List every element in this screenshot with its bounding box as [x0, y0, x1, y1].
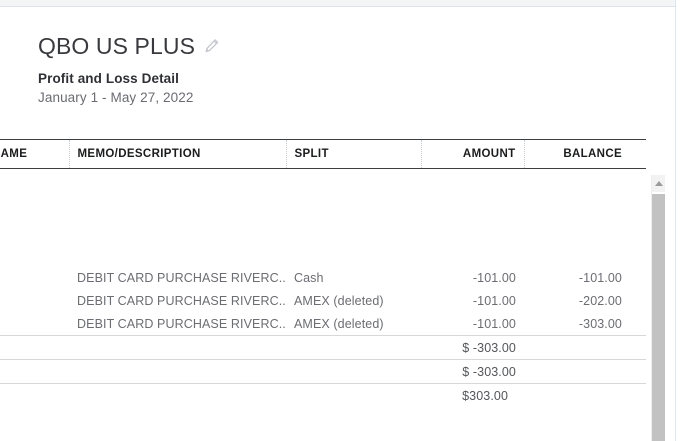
subtotal-amount: $ -303.00	[421, 335, 524, 360]
spacer-cell-balance	[524, 168, 646, 266]
cell-name	[0, 266, 69, 289]
column-header-amount[interactable]: AMOUNT	[420, 139, 524, 169]
report-header: QBO US PLUS Profit and Loss Detail Janua…	[0, 7, 675, 106]
report-title: Profit and Loss Detail	[38, 71, 179, 86]
page-right-border	[675, 0, 676, 441]
cell-amount[interactable]: -101.00	[421, 312, 524, 336]
net-total-label-split	[286, 383, 421, 407]
scroll-up-arrow-glyph	[654, 181, 663, 186]
net-total-row: $303.00	[0, 383, 646, 407]
table-header-row: NAME MEMO/DESCRIPTION SPLIT AMOUNT BALAN…	[0, 139, 646, 169]
cell-name	[0, 312, 69, 336]
column-header-split-label: SPLIT	[294, 148, 329, 160]
table-scroll-viewport: NAME MEMO/DESCRIPTION SPLIT AMOUNT BALAN…	[0, 139, 675, 441]
total-balance	[524, 359, 646, 384]
spacer-cell-memo	[69, 168, 286, 266]
scrollbar-thumb[interactable]	[652, 194, 665, 441]
profit-and-loss-detail-table: NAME MEMO/DESCRIPTION SPLIT AMOUNT BALAN…	[0, 139, 646, 407]
scroll-up-arrow-icon[interactable]	[652, 175, 665, 192]
net-total-label-name	[0, 383, 69, 407]
net-total-balance	[524, 383, 646, 407]
top-chrome-band	[0, 0, 698, 7]
report-period: January 1 - May 27, 2022	[38, 90, 194, 105]
cell-balance: -101.00	[524, 266, 646, 289]
spacer-cell-amount	[421, 168, 524, 266]
column-header-memo-label: MEMO/DESCRIPTION	[77, 148, 201, 160]
company-name: QBO US PLUS	[38, 33, 196, 59]
spacer-cell-name	[0, 168, 69, 266]
table-row[interactable]: DEBIT CARD PURCHASE RIVERC... AMEX (dele…	[0, 312, 646, 336]
column-header-name[interactable]: NAME	[0, 139, 69, 169]
subtotal-label-memo	[69, 335, 286, 360]
table-row[interactable]: DEBIT CARD PURCHASE RIVERC... Cash -101.…	[0, 266, 646, 289]
table-empty-spacer	[0, 168, 646, 266]
cell-balance: -202.00	[524, 289, 646, 312]
column-header-amount-label: AMOUNT	[462, 148, 516, 160]
cell-memo[interactable]: DEBIT CARD PURCHASE RIVERC...	[69, 312, 286, 336]
cell-balance: -303.00	[524, 312, 646, 336]
net-total-amount: $303.00	[421, 383, 524, 407]
cell-split[interactable]: AMEX (deleted)	[286, 289, 421, 312]
vertical-scrollbar[interactable]	[651, 175, 665, 441]
cell-split[interactable]: Cash	[286, 266, 421, 289]
subtotal-label-split	[286, 335, 421, 360]
column-header-split[interactable]: SPLIT	[285, 139, 421, 169]
cell-amount[interactable]: -101.00	[421, 289, 524, 312]
subtotal-row: $ -303.00	[0, 335, 646, 360]
cell-split[interactable]: AMEX (deleted)	[286, 312, 421, 336]
cell-memo[interactable]: DEBIT CARD PURCHASE RIVERC...	[69, 266, 286, 289]
total-label-memo	[69, 359, 286, 384]
column-header-balance[interactable]: BALANCE	[523, 139, 646, 169]
pencil-icon[interactable]	[203, 37, 221, 55]
column-header-memo[interactable]: MEMO/DESCRIPTION	[68, 139, 286, 169]
company-row: QBO US PLUS	[0, 7, 675, 59]
table-body: DEBIT CARD PURCHASE RIVERC... Cash -101.…	[0, 168, 646, 407]
cell-memo[interactable]: DEBIT CARD PURCHASE RIVERC...	[69, 289, 286, 312]
subtotal-label-name	[0, 335, 69, 360]
column-header-name-label: NAME	[0, 148, 28, 160]
total-label-split	[286, 359, 421, 384]
subtotal-balance	[524, 335, 646, 360]
total-row: $ -303.00	[0, 359, 646, 384]
cell-name	[0, 289, 69, 312]
total-amount: $ -303.00	[421, 359, 524, 384]
column-header-balance-label: BALANCE	[563, 148, 622, 160]
spacer-cell-split	[286, 168, 421, 266]
table-row[interactable]: DEBIT CARD PURCHASE RIVERC... AMEX (dele…	[0, 289, 646, 312]
total-label-name	[0, 359, 69, 384]
net-total-label-memo	[69, 383, 286, 407]
outer-gutter	[676, 0, 698, 441]
table-header: NAME MEMO/DESCRIPTION SPLIT AMOUNT BALAN…	[0, 139, 646, 169]
cell-amount[interactable]: -101.00	[421, 266, 524, 289]
